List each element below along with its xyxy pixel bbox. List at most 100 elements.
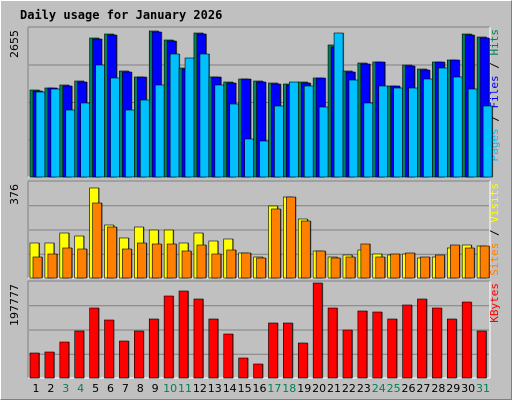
- bar-sites-day-31: [479, 245, 490, 279]
- x-tick-label: 13: [208, 382, 222, 395]
- bar-pages-day-14: [229, 103, 240, 178]
- bar-kbytes-day-17: [268, 322, 278, 379]
- bar-pages-day-31: [482, 105, 493, 178]
- bar-pages-day-19: [303, 85, 314, 178]
- x-tick-label: 14: [223, 382, 237, 395]
- bar-sites-day-3: [62, 247, 73, 279]
- bar-pages-day-12: [199, 53, 210, 178]
- bar-kbytes-day-20: [312, 282, 323, 379]
- x-tick-label: 12: [193, 382, 207, 395]
- bar-kbytes-day-18: [283, 322, 293, 379]
- bar-kbytes-day-3: [59, 341, 70, 379]
- bar-kbytes-day-24: [372, 311, 383, 379]
- legend-entry: Visits: [488, 183, 501, 223]
- x-tick-label: 19: [297, 382, 311, 395]
- x-tick-label: 3: [62, 382, 69, 395]
- bar-pages-day-22: [348, 79, 359, 178]
- bar-kbytes-day-26: [402, 304, 412, 379]
- bar-kbytes-day-11: [178, 290, 189, 379]
- bar-kbytes-day-31: [476, 330, 487, 379]
- bar-pages-day-30: [467, 88, 478, 178]
- bar-kbytes-day-9: [148, 318, 159, 379]
- bar-pages-day-9: [154, 84, 165, 178]
- x-tick-label: 16: [253, 382, 267, 395]
- x-tick-label: 9: [152, 382, 159, 395]
- legend-entry: KBytes: [488, 283, 501, 323]
- bar-sites-day-8: [137, 242, 147, 279]
- bar-sites-day-6: [107, 226, 117, 279]
- bar-kbytes-day-7: [119, 340, 129, 379]
- bar-pages-day-1: [35, 91, 46, 178]
- bar-sites-day-12: [196, 244, 207, 279]
- bar-sites-day-27: [420, 256, 430, 279]
- bar-pages-day-29: [452, 76, 463, 178]
- bar-sites-day-21: [330, 257, 341, 279]
- x-tick-label: 2: [47, 382, 54, 395]
- bar-pages-day-28: [438, 67, 448, 178]
- x-tick-label: 25: [387, 382, 401, 395]
- panel-kbytes: 197777 KBytes: [8, 280, 501, 379]
- bar-sites-day-9: [151, 243, 162, 279]
- x-tick-label: 20: [312, 382, 326, 395]
- legend-visits: Sites / Visits: [488, 183, 501, 276]
- bar-pages-day-18: [289, 81, 299, 178]
- bar-pages-day-23: [363, 102, 374, 178]
- bar-kbytes-day-8: [134, 330, 144, 379]
- bar-pages-day-21: [333, 32, 344, 178]
- x-tick-label: 7: [122, 382, 129, 395]
- x-tick-label: 6: [107, 382, 114, 395]
- x-tick-label: 28: [431, 382, 445, 395]
- bar-kbytes-day-25: [387, 318, 397, 379]
- x-tick-label: 30: [461, 382, 475, 395]
- bar-pages-day-16: [259, 140, 269, 178]
- x-tick-label: 27: [416, 382, 430, 395]
- x-tick-label: 10: [163, 382, 177, 395]
- x-tick-label: 22: [342, 382, 356, 395]
- x-tick-label: 11: [178, 382, 192, 395]
- bar-sites-day-13: [211, 253, 222, 279]
- bar-sites-day-26: [405, 252, 415, 279]
- bar-sites-day-2: [47, 253, 58, 279]
- legend-entry: Files: [488, 75, 501, 108]
- bar-pages-day-4: [80, 102, 91, 178]
- bar-kbytes-day-10: [163, 295, 174, 379]
- legend-entry: /: [488, 56, 501, 76]
- bar-pages-day-27: [423, 78, 433, 178]
- legend-entry: /: [488, 223, 501, 243]
- bar-sites-day-23: [360, 243, 371, 279]
- bar-sites-day-16: [256, 257, 266, 279]
- y-max-label: 197777: [8, 284, 21, 326]
- bar-kbytes-day-14: [223, 333, 234, 379]
- bar-kbytes-day-21: [327, 307, 338, 379]
- bar-kbytes-day-23: [357, 310, 368, 379]
- x-tick-label: 24: [372, 382, 386, 395]
- bar-pages-day-8: [140, 99, 150, 178]
- bar-pages-day-24: [378, 85, 389, 178]
- x-tick-label: 26: [402, 382, 416, 395]
- bar-kbytes-day-4: [74, 330, 85, 379]
- bar-sites-day-5: [92, 202, 102, 279]
- bar-sites-day-30: [464, 247, 475, 279]
- bar-kbytes-day-29: [446, 318, 457, 379]
- bar-kbytes-day-12: [193, 298, 204, 379]
- bar-sites-day-25: [390, 253, 400, 279]
- bar-pages-day-15: [244, 138, 254, 178]
- x-tick-label: 1: [32, 382, 39, 395]
- y-max-label: 2655: [8, 30, 21, 58]
- bar-pages-day-7: [125, 109, 135, 178]
- x-tick-label: 29: [446, 382, 460, 395]
- bar-kbytes-day-30: [461, 301, 472, 379]
- bar-sites-day-28: [435, 254, 445, 279]
- bar-sites-day-29: [449, 244, 460, 279]
- bar-pages-day-20: [318, 106, 329, 178]
- bar-sites-day-4: [77, 248, 88, 279]
- bar-sites-day-17: [271, 208, 281, 279]
- x-tick-label: 18: [282, 382, 296, 395]
- bar-sites-day-22: [345, 256, 356, 279]
- x-tick-label: 31: [476, 382, 490, 395]
- panel-visits: 376 Sites / Visits: [8, 180, 501, 279]
- bar-pages-day-26: [408, 87, 418, 178]
- bar-pages-day-3: [65, 109, 76, 178]
